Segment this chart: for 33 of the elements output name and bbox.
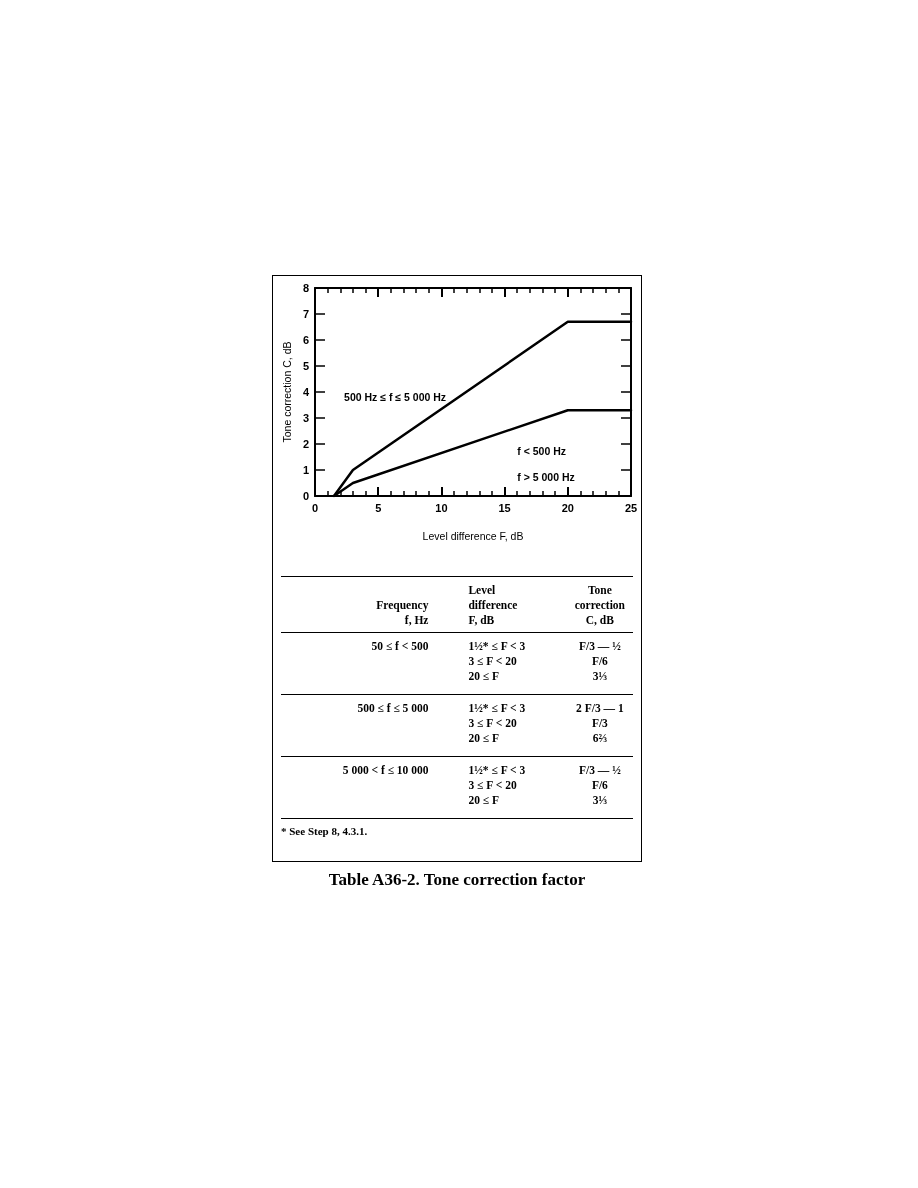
x-tick-label: 0 xyxy=(311,501,319,514)
x-tick-label: 10 xyxy=(435,501,448,514)
text: Table A36-2. Tone correction factor xyxy=(327,870,587,890)
x-tick-label: 20 xyxy=(561,501,574,514)
text: 2 F/3 — 1 F/3 6⅔ xyxy=(575,701,625,746)
text: f < 500 Hz f > 5 000 Hz xyxy=(517,444,575,483)
y-axis-title: Tone correction C, dB xyxy=(280,341,293,443)
y-tick-label: 2 xyxy=(302,438,310,450)
text: Level difference F, dB xyxy=(468,583,519,628)
text: 1½* ≤ F < 3 3 ≤ F < 20 20 ≤ F xyxy=(468,763,527,808)
y-tick-label: 8 xyxy=(302,282,310,294)
text: F/3 — ½ F/6 3⅓ xyxy=(577,763,622,808)
y-tick-label: 5 xyxy=(302,360,310,372)
y-tick-label: 1 xyxy=(302,464,310,476)
text: Frequency f, Hz xyxy=(375,598,430,628)
y-tick-label: 3 xyxy=(302,412,310,424)
text: 500 ≤ f ≤ 5 000 xyxy=(356,701,430,716)
text: * See Step 8, 4.3.1. xyxy=(281,825,369,837)
series-label: 500 Hz ≤ f ≤ 5 000 Hz xyxy=(344,391,447,404)
text: 1½* ≤ F < 3 3 ≤ F < 20 20 ≤ F xyxy=(468,639,527,684)
text: 1½* ≤ F < 3 3 ≤ F < 20 20 ≤ F xyxy=(468,701,527,746)
x-tick-label: 15 xyxy=(498,501,511,514)
y-tick-label: 0 xyxy=(302,490,310,502)
y-tick-label: 4 xyxy=(302,386,310,398)
text: 5 000 < f ≤ 10 000 xyxy=(341,763,430,778)
text: F/3 — ½ F/6 3⅓ xyxy=(577,639,622,684)
text: 50 ≤ f < 500 xyxy=(370,639,430,654)
text: Tone correction C, dB xyxy=(573,583,626,628)
x-tick-label: 5 xyxy=(375,501,382,514)
y-tick-label: 6 xyxy=(302,334,310,346)
x-tick-label: 25 xyxy=(624,501,638,514)
x-axis-title: Level difference F, dB xyxy=(422,529,524,542)
y-tick-label: 7 xyxy=(302,308,310,320)
